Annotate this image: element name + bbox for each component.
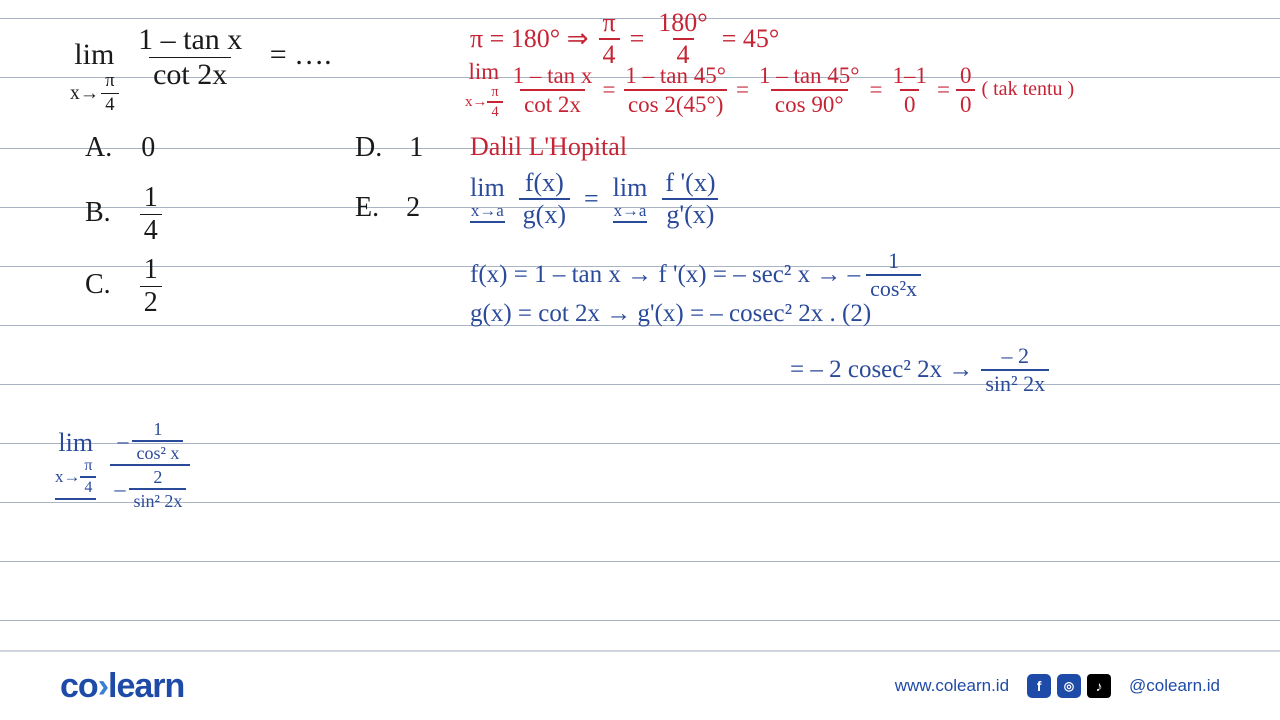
option-a: A. 0 [85, 132, 155, 164]
brand-logo: co›learn [60, 667, 184, 706]
facebook-icon: f [1027, 674, 1051, 698]
footer-handle: @colearn.id [1129, 676, 1220, 696]
blue-g-line-2: = – 2 cosec² 2x → – 2sin² 2x [790, 345, 1049, 395]
lim-text: lim [74, 40, 114, 70]
red-line-2: lim x→ π4 1 – tan xcot 2x = 1 – tan 45°c… [465, 60, 1074, 119]
blue-g-line-1: g(x) = cot 2x → g'(x) = – cosec² 2x . (2… [470, 300, 871, 328]
blue-rule: lim x→a f(x)g(x) = lim x→a f '(x)g'(x) [470, 170, 720, 228]
problem-expression: lim x→ π 4 1 – tan x cot 2x = …. [70, 25, 332, 114]
instagram-icon: ◎ [1057, 674, 1081, 698]
tiktok-icon: ♪ [1087, 674, 1111, 698]
footer-url: www.colearn.id [895, 676, 1009, 696]
option-b: B. 1 4 [85, 184, 162, 245]
footer-right: www.colearn.id f ◎ ♪ @colearn.id [895, 674, 1220, 698]
option-c: C. 1 2 [85, 256, 162, 317]
blue-final-limit: lim x→ π4 – 1cos² x – 2sin² 2x [55, 420, 190, 510]
red-line-3: Dalil L'Hopital [470, 132, 627, 162]
option-d: D. 1 [355, 132, 423, 164]
blue-f-line: f(x) = 1 – tan x → f '(x) = – sec² x → –… [470, 250, 921, 300]
social-icons: f ◎ ♪ [1027, 674, 1111, 698]
footer-bar: co›learn www.colearn.id f ◎ ♪ @colearn.i… [0, 650, 1280, 720]
option-e: E. 2 [355, 192, 420, 224]
